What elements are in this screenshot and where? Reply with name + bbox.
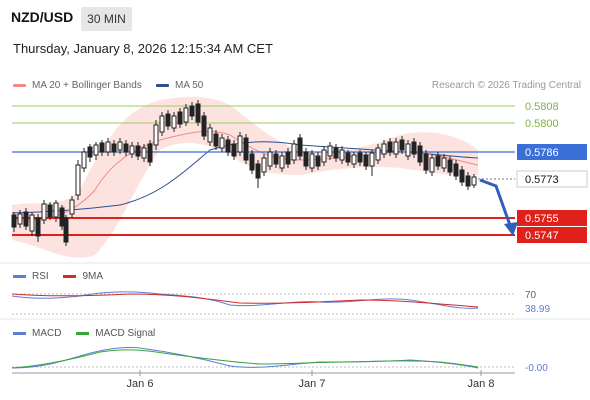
support-s2-tag [517,227,587,243]
candlesticks [11,100,477,246]
x-tick-jan6: Jan 6 [127,378,154,390]
rsi-ma-line [11,293,479,308]
macd-value-label: -0.00 [525,363,548,374]
bollinger-band [12,96,478,258]
pivot-tag [517,144,587,160]
level-s2-label: 0.5747 [525,230,559,242]
timestamp: Thursday, January 8, 2026 12:15:34 AM CE… [13,41,273,56]
rsi-level-label: 70 [525,290,537,301]
macd-swatch [13,331,26,335]
timeframe-button[interactable]: 30 MIN [81,7,132,31]
legend-ma20: MA 20 + Bollinger Bands [13,80,142,91]
x-tick-jan7: Jan 7 [299,378,326,390]
last-price-tag [516,170,588,188]
rsi-legend-label: RSI [32,271,49,282]
legend-ma50: MA 50 [156,80,203,91]
macd-panel: -0.00 [11,347,548,374]
macd-legend-label: MACD [32,328,62,339]
forecast-arrow-icon [479,178,518,236]
ma50-swatch [156,83,169,87]
rsi-value-label: 38.99 [525,304,550,315]
price-labels: 0.5808 0.5800 0.5786 0.5773 0.5755 0.574… [516,101,588,243]
chart-header: NZD/USD 30 MIN [0,0,590,34]
support-s1-tag [517,210,587,226]
ma20-label: MA 20 + Bollinger Bands [32,80,142,91]
rsi-legend: RSI 9MA [13,271,103,282]
level-pivot-label: 0.5786 [525,147,559,159]
rsi-swatch [13,274,26,278]
research-credit: Research © 2026 Trading Central [431,80,581,91]
x-tick-jan8: Jan 8 [468,378,495,390]
last-price-label: 0.5773 [525,174,559,186]
level-r1-label: 0.5800 [525,118,559,130]
macd-signal-swatch [76,331,90,335]
ma50-label: MA 50 [175,80,204,91]
macd-line [11,347,479,369]
macd-signal-line [11,349,479,369]
level-s1-label: 0.5755 [525,213,559,225]
macd-signal-legend-label: MACD Signal [95,328,156,339]
macd-legend: MACD MACD Signal [13,328,155,339]
rsi-panel: 70 38.99 [11,290,550,315]
x-axis: Jan 6 Jan 7 Jan 8 [12,370,515,390]
ma20-swatch [13,83,26,87]
currency-pair-title: NZD/USD [11,9,74,25]
level-r2-label: 0.5808 [525,101,559,113]
rsi-ma-swatch [63,274,77,278]
rsi-ma-legend-label: 9MA [82,271,104,282]
